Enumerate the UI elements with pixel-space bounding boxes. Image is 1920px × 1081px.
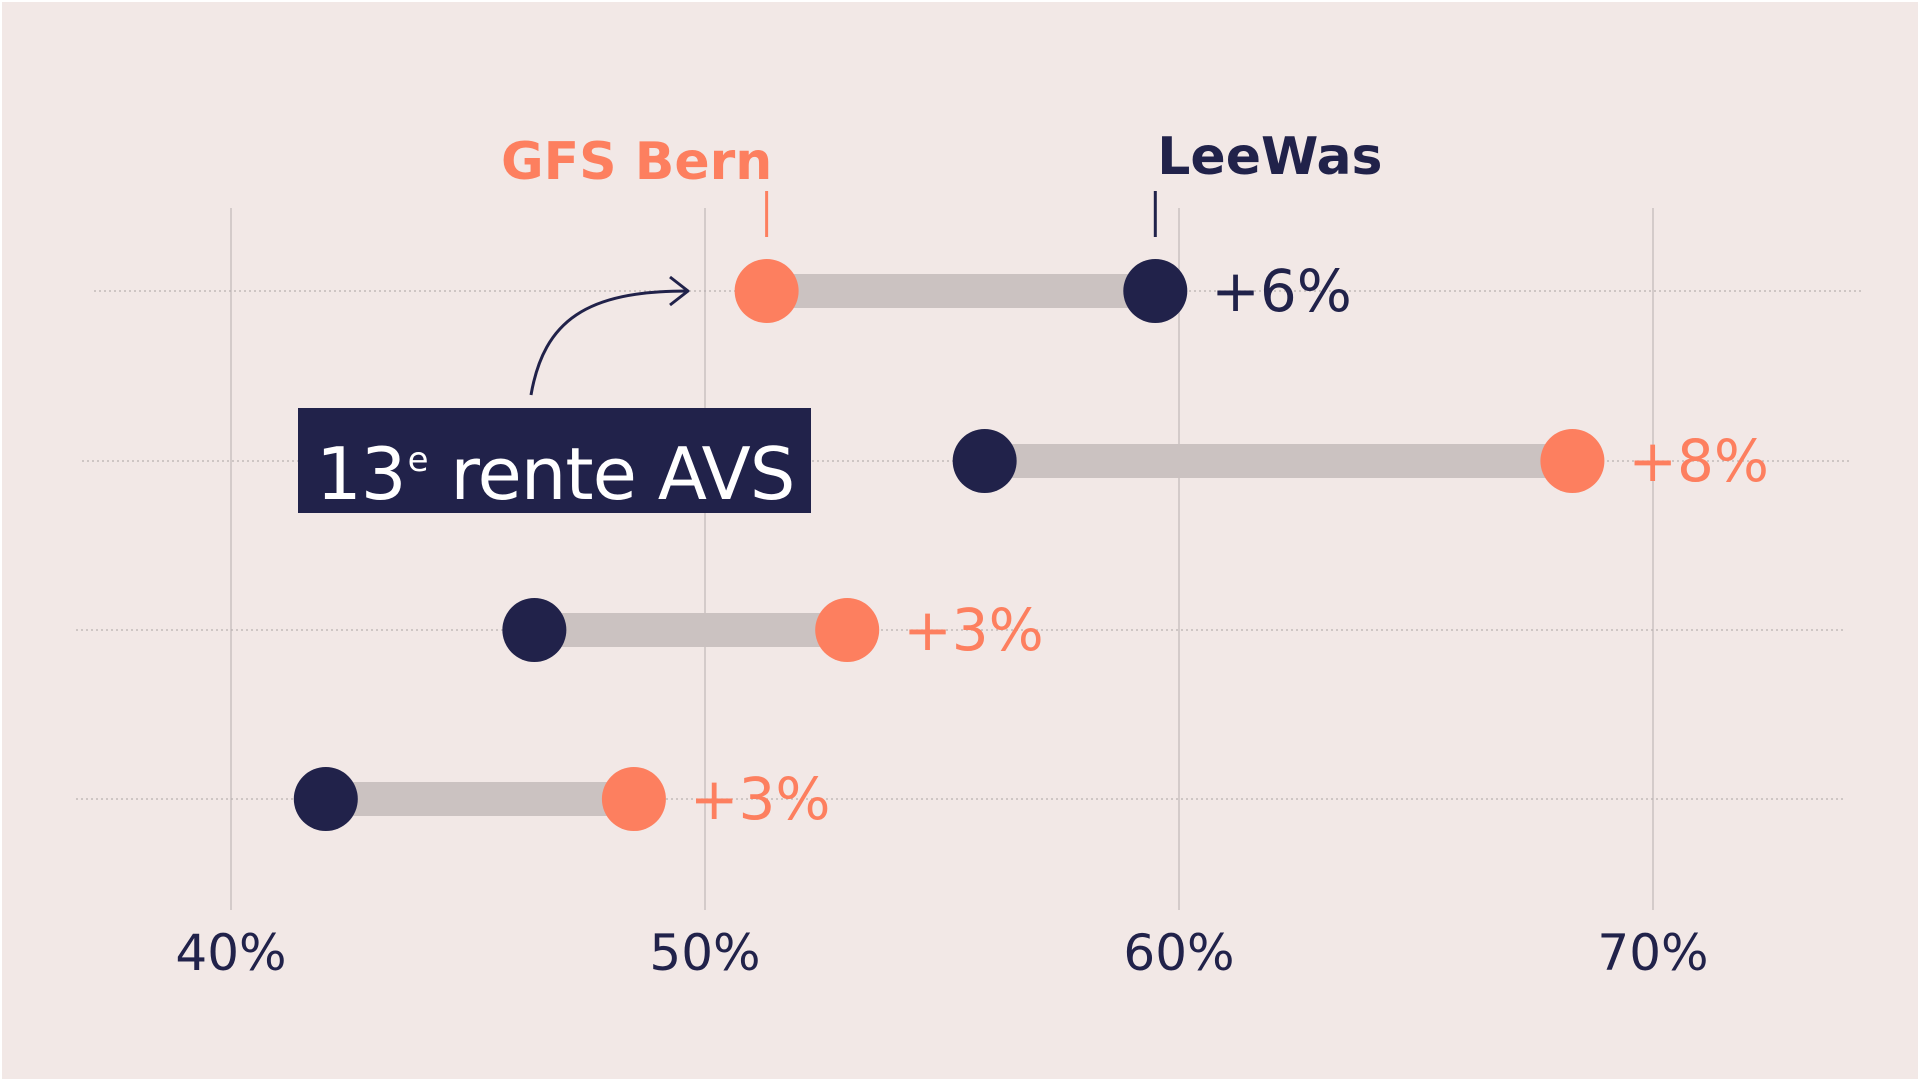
- connector-bar-3: [534, 613, 848, 647]
- gfs-bern-point-1: [734, 259, 799, 323]
- annotation-arrowhead: [669, 275, 690, 307]
- connector-bar-4: [325, 782, 634, 816]
- annotation-text: rente AVS: [428, 432, 795, 516]
- annotation-superscript: e: [407, 440, 429, 480]
- connector-bar-1: [766, 274, 1156, 308]
- legend: GFS Bern LeeWas: [501, 127, 1383, 237]
- legend-leewas-label: LeeWas: [1157, 127, 1382, 187]
- leewas-point-3: [502, 598, 567, 662]
- connector-bar-2: [984, 444, 1573, 478]
- grid-layer: [76, 208, 1862, 910]
- leewas-point-2: [952, 429, 1017, 493]
- gfs-bern-point-3: [815, 598, 880, 662]
- annotation-callout: 13e rente AVS: [298, 408, 811, 516]
- x-tick-label-50: 50%: [649, 924, 760, 982]
- leewas-point-1: [1123, 259, 1188, 323]
- delta-label-1: +6%: [1211, 257, 1352, 325]
- legend-gfs-bern-label: GFS Bern: [501, 132, 772, 192]
- delta-label-4: +3%: [690, 765, 831, 833]
- delta-label-3: +3%: [903, 596, 1044, 664]
- x-axis: 40% 50% 60% 70%: [175, 924, 1708, 982]
- annotation-arrow-group: [529, 275, 690, 396]
- annotation-number: 13: [316, 432, 407, 516]
- x-tick-label-70: 70%: [1597, 924, 1708, 982]
- dumbbell-layer: +6% +8% +3% +3%: [293, 257, 1769, 833]
- gfs-bern-point-4: [601, 767, 666, 831]
- gfs-bern-point-2: [1540, 429, 1605, 493]
- delta-label-2: +8%: [1628, 427, 1769, 495]
- x-tick-label-60: 60%: [1123, 924, 1234, 982]
- x-tick-label-40: 40%: [175, 924, 286, 982]
- leewas-point-4: [293, 767, 358, 831]
- annotation-arrow: [529, 289, 688, 396]
